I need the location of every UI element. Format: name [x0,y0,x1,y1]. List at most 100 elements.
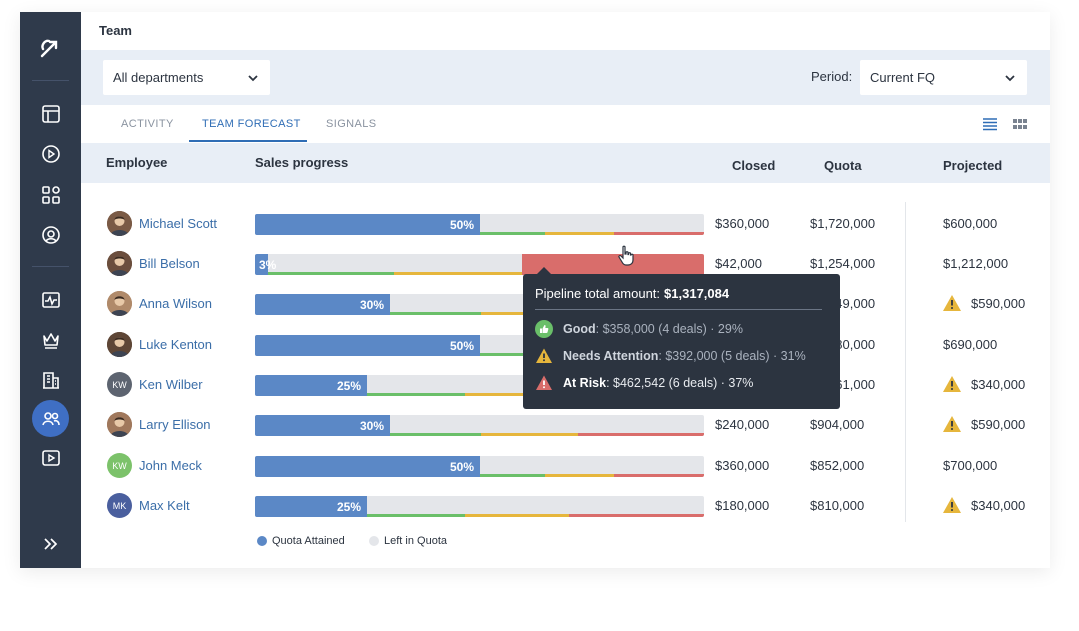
tooltip-risk-line: At Risk: $462,542 (6 deals) · 37% [535,374,753,392]
avatar: KW [107,372,132,397]
tooltip-separator [535,309,822,310]
table-row[interactable]: KW John Meck 50% $360,000 $852,000 $700,000 [81,445,1050,485]
warning-icon[interactable] [942,294,962,317]
legend-left-swatch [369,536,379,546]
employee-name-link[interactable]: Bill Belson [139,256,200,271]
building-icon[interactable] [35,364,66,395]
avatar: MK [107,493,132,518]
tooltip-title: Pipeline total amount: $1,317,084 [535,286,729,301]
column-projected[interactable]: Projected [943,158,1003,173]
pipeline-segment [480,232,545,235]
progress-percent: 3% [259,258,277,272]
progress-percent: 50% [449,218,474,232]
table-row[interactable]: Michael Scott 50% $360,000 $1,720,000 $600,0… [81,203,1050,243]
employee-name-link[interactable]: Larry Ellison [139,417,211,432]
quota-value: $810,000 [810,498,865,513]
period-select[interactable]: Current FQ [860,60,1027,95]
pipeline-segment [367,393,465,396]
pipeline-segment [390,433,481,436]
column-employee[interactable]: Employee [106,155,168,170]
play-circle-icon[interactable] [35,138,66,169]
avatar: KW [107,453,132,478]
warning-icon[interactable] [942,415,962,438]
quota-value: $1,720,000 [810,216,876,231]
legend-left: Left in Quota [369,535,447,547]
pipeline-segment [614,474,704,477]
warning-icon[interactable] [942,375,962,398]
pipeline-segment [578,433,704,436]
double-chevron-right-icon[interactable] [35,528,66,559]
crown-icon[interactable] [35,324,66,355]
pipeline-tooltip: Pipeline total amount: $1,317,084 Good: $… [523,267,840,409]
layout-icon[interactable] [35,98,66,129]
progress-percent: 50% [449,339,474,353]
tab-activity[interactable]: ACTIVITY [121,118,174,130]
alert-icon [535,374,553,392]
closed-value: $42,000 [715,256,762,271]
avatar [107,291,132,316]
projected-value: $690,000 [943,337,998,352]
employee-name-link[interactable]: John Meck [139,458,202,473]
progress-percent: 30% [359,298,384,312]
tooltip-attention-label: Needs Attention [563,349,659,363]
legend-left-label: Left in Quota [384,535,447,547]
period-select-value: Current FQ [870,70,936,85]
quota-value: $1,254,000 [810,256,876,271]
thumbs-up-icon [535,320,553,338]
table-row[interactable]: MK Max Kelt 25% $180,000 $810,000 $340,000 [81,485,1050,525]
list-view-icon[interactable] [982,116,998,132]
pipeline-segment [545,232,614,235]
employee-name-link[interactable]: Luke Kenton [139,337,213,352]
page-title: Team [99,23,132,38]
activity-chart-icon[interactable] [35,284,66,315]
tab-team-forecast[interactable]: TEAM FORECAST [202,118,301,130]
pipeline-segment [545,474,614,477]
employee-name-link[interactable]: Michael Scott [139,216,218,231]
department-select[interactable]: All departments [103,60,270,95]
pipeline-segment [465,393,569,396]
warning-icon[interactable] [942,496,962,519]
sales-progress-bar[interactable]: 50% [255,456,704,477]
quota-attained-fill: 50% [255,214,480,235]
user-circle-icon[interactable] [35,219,66,250]
sales-progress-bar[interactable]: 25% [255,496,704,517]
legend-attained: Quota Attained [257,535,345,547]
sales-progress-bar[interactable]: 50% [255,214,704,235]
projected-value: $600,000 [943,216,998,231]
pipeline-segment [569,514,704,517]
employee-name-link[interactable]: Ken Wilber [139,377,203,392]
table-row[interactable]: Larry Ellison 30% $240,000 $904,000 $590,000 [81,404,1050,444]
logo-icon[interactable] [34,32,66,64]
team-icon[interactable] [32,400,69,437]
at-risk-segment-highlight[interactable] [522,254,704,275]
sales-progress-bar[interactable]: 3% [255,254,704,275]
legend-attained-swatch [257,536,267,546]
column-quota[interactable]: Quota [824,158,862,173]
projected-value: $340,000 [971,498,1026,513]
column-sales-progress[interactable]: Sales progress [255,155,349,170]
sales-progress-bar[interactable]: 30% [255,415,704,436]
tooltip-good-value: : $358,000 (4 deals) · 29% [595,322,743,336]
column-closed[interactable]: Closed [732,158,776,173]
quota-attained-fill: 50% [255,335,480,356]
table-row[interactable]: Bill Belson 3% $42,000 $1,254,000 $1,212,000 [81,243,1050,283]
video-icon[interactable] [35,442,66,473]
projected-value: $700,000 [943,458,998,473]
employee-name-link[interactable]: Max Kelt [139,498,190,513]
pipeline-segment [390,312,481,315]
closed-value: $360,000 [715,216,770,231]
pipeline-segment [614,232,704,235]
pipeline-segment [480,474,545,477]
employee-name-link[interactable]: Anna Wilson [139,296,212,311]
quota-attained-fill: 25% [255,496,367,517]
sidebar-divider [32,80,69,81]
grid-view-icon[interactable] [1012,116,1028,132]
apps-icon[interactable] [35,179,66,210]
tooltip-risk-label: At Risk [563,376,607,390]
tab-signals[interactable]: SIGNALS [326,118,377,130]
closed-value: $240,000 [715,417,770,432]
pipeline-segment [480,353,545,356]
main-content: Team All departments Period: Current FQ … [81,12,1050,568]
filter-bar: All departments Period: Current FQ [81,50,1050,105]
quota-attained-fill [255,254,268,275]
